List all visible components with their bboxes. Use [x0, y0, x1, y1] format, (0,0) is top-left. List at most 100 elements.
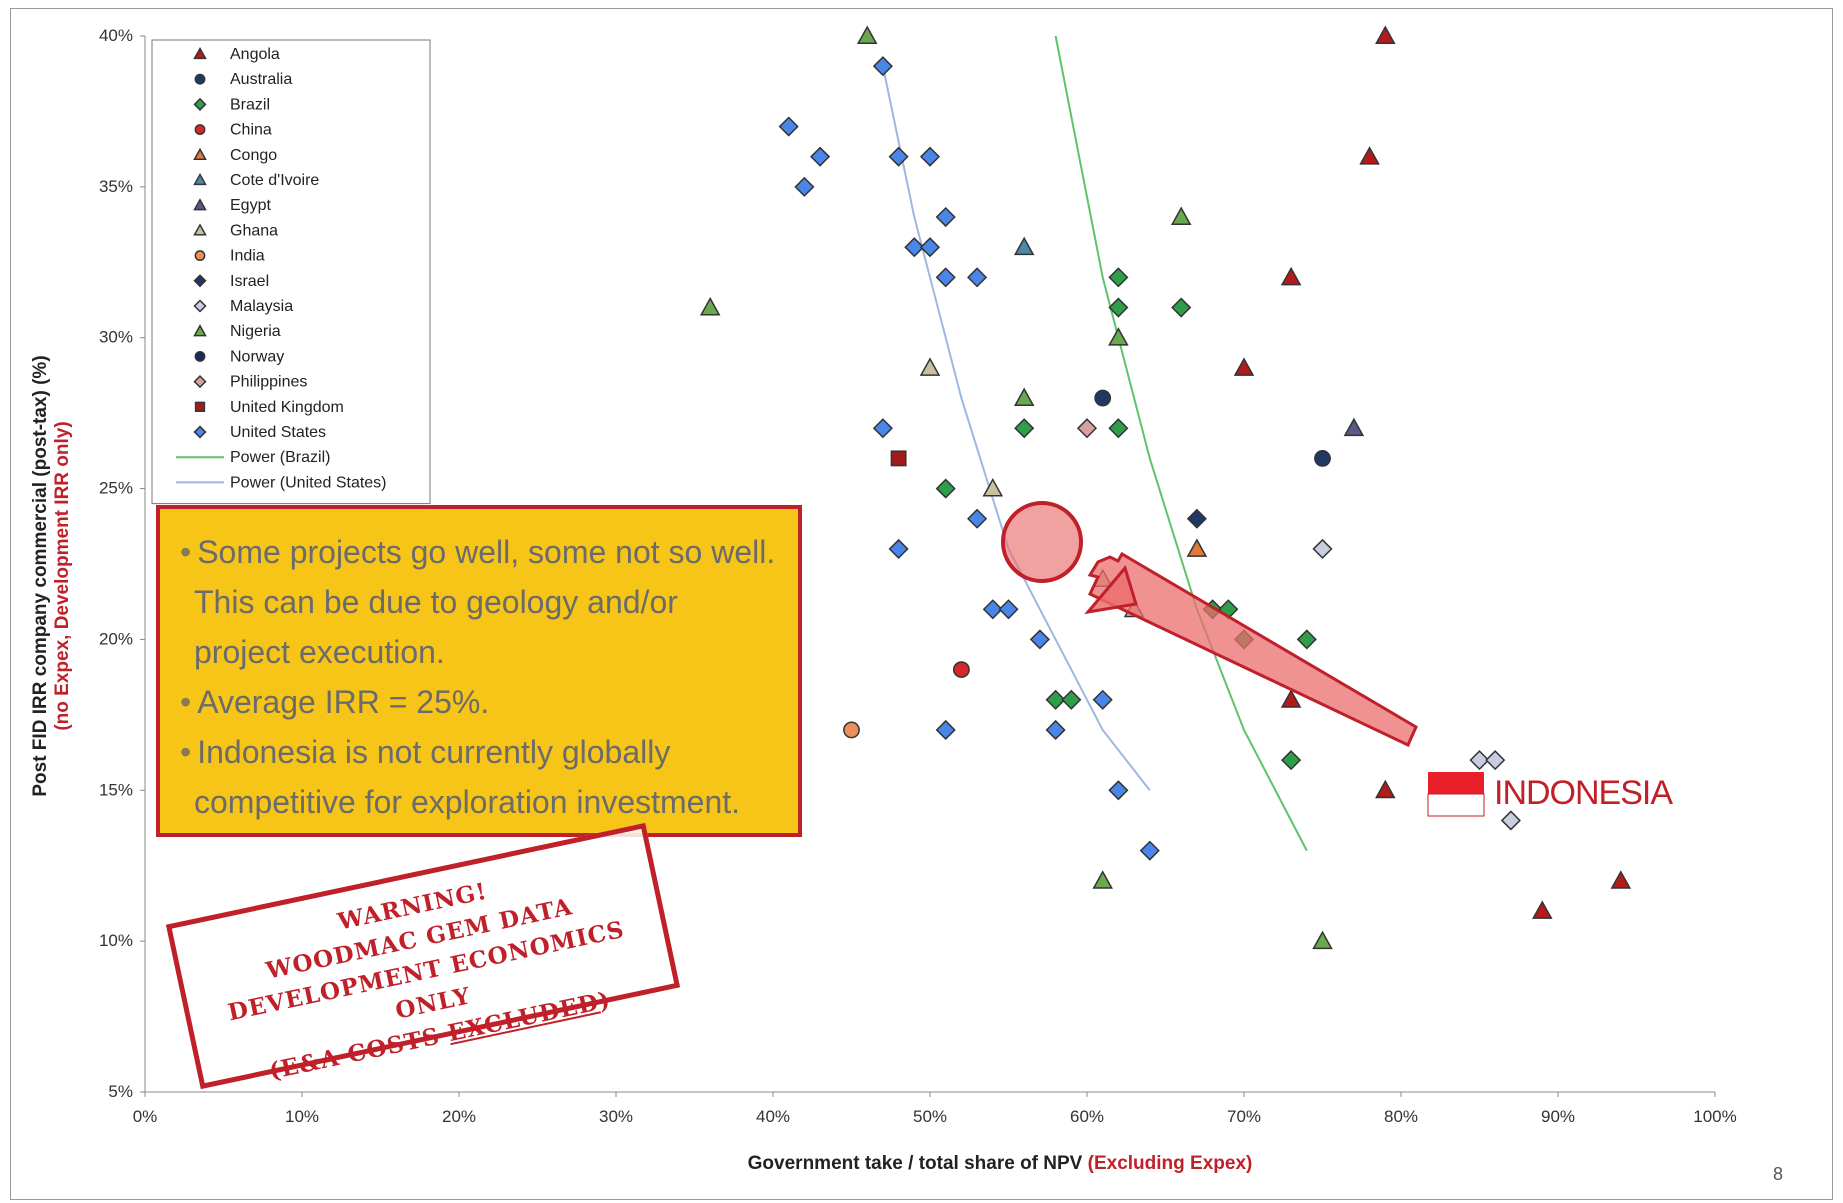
indonesia-flag-red	[1428, 772, 1484, 794]
point-ghana	[982, 478, 1004, 497]
legend-item-power-united-states: Power (United States)	[230, 474, 387, 491]
point-united-states	[935, 267, 956, 288]
point-brazil	[1296, 629, 1317, 650]
callout-item-1: Some projects go well, some not so well.…	[178, 527, 778, 677]
point-united-states	[919, 146, 941, 167]
legend-marker-china	[194, 124, 206, 136]
point-brazil	[935, 478, 956, 499]
point-united-states	[778, 116, 799, 137]
legend-item-power-brazil: Power (Brazil)	[230, 449, 330, 466]
legend-marker-malaysia	[193, 299, 207, 313]
point-united-states	[872, 418, 893, 439]
y-tick-label: 15%	[99, 780, 133, 799]
legend-item-brazil: Brazil	[230, 96, 270, 113]
point-united-states	[810, 146, 831, 167]
point-united-states	[967, 508, 988, 529]
point-nigeria	[1108, 327, 1129, 346]
legend-marker-united-states	[193, 425, 207, 439]
point-angola	[1375, 25, 1396, 44]
y-tick-label: 20%	[99, 629, 133, 648]
legend-marker-norway	[194, 350, 206, 362]
y-tick-label: 25%	[99, 479, 133, 498]
point-united-states	[1139, 840, 1160, 861]
point-united-states	[967, 267, 988, 288]
point-angola	[1375, 779, 1396, 799]
point-angola	[1233, 357, 1255, 376]
point-united-kingdom	[890, 450, 907, 467]
point-united-states	[1108, 780, 1129, 801]
legend-item-philippines: Philippines	[230, 374, 307, 391]
point-nigeria	[1312, 930, 1333, 950]
chart-axes: 0% 10% 20% 30% 40% 50% 60% 70% 80% 90% 100% 5% 10% 15…	[99, 26, 1737, 1126]
point-china	[953, 661, 970, 678]
point-nigeria	[1092, 870, 1113, 889]
indonesia-arrow-head	[1084, 564, 1138, 615]
point-united-states	[982, 599, 1003, 620]
callout-item-2: Average IRR = 25%.	[178, 677, 778, 727]
legend-item-ghana: Ghana	[230, 222, 278, 239]
point-australia	[1314, 450, 1331, 467]
legend-item-israel: Israel	[230, 273, 269, 290]
point-brazil	[1014, 418, 1035, 439]
legend-item-china: China	[230, 122, 272, 139]
point-brazil	[1108, 297, 1129, 318]
legend-item-united-kingdom: United Kingdom	[230, 399, 344, 416]
x-tick-label: 0%	[133, 1107, 158, 1126]
legend-item-angola: Angola	[230, 46, 280, 63]
point-angola	[1359, 146, 1380, 165]
point-united-states	[1045, 719, 1066, 741]
trendline-power-brazil	[1054, 35, 1308, 852]
legend-marker-egypt	[193, 198, 207, 211]
x-axis-label-main: Government take / total share of NPV	[748, 1153, 1088, 1174]
callout-item-3: Indonesia is not currently globally comp…	[178, 727, 778, 827]
legend-item-cote-d-ivoire: Cote d'Ivoire	[230, 172, 319, 189]
point-united-states	[1092, 689, 1113, 710]
point-brazil	[1171, 297, 1192, 318]
x-tick-label: 40%	[756, 1107, 790, 1126]
point-malaysia	[1469, 750, 1490, 771]
point-israel	[1186, 508, 1207, 529]
legend-item-united-states: United States	[230, 424, 326, 441]
legend-item-india: India	[230, 248, 265, 265]
y-tick-label: 10%	[99, 931, 133, 950]
y-tick-label: 40%	[99, 26, 133, 45]
point-united-states	[888, 146, 909, 167]
x-tick-label: 90%	[1541, 1107, 1575, 1126]
point-brazil	[1108, 267, 1129, 288]
point-united-states	[872, 56, 893, 77]
point-philippines	[1076, 418, 1098, 439]
indonesia-label: INDONESIA	[1494, 774, 1673, 812]
legend-item-egypt: Egypt	[230, 197, 271, 214]
point-australia	[1094, 389, 1112, 407]
legend-marker-india	[194, 250, 206, 262]
y-tick-label: 35%	[99, 177, 133, 196]
point-united-states	[904, 237, 925, 258]
legend-marker-cote-d-ivoire	[193, 172, 207, 186]
point-congo	[1186, 538, 1208, 557]
point-angola	[1532, 900, 1553, 919]
legend-box	[151, 39, 431, 505]
page-number: 8	[1772, 1164, 1783, 1184]
legend-marker-angola	[193, 46, 207, 60]
x-tick-label: 30%	[599, 1107, 633, 1126]
point-nigeria	[699, 296, 721, 316]
legend: Angola Australia Brazil China Congo Cote d'Iv…	[151, 39, 431, 505]
point-cote-d-ivoire	[1013, 236, 1035, 256]
point-india	[843, 721, 860, 739]
point-egypt	[1343, 417, 1365, 437]
callout-list: Some projects go well, some not so well.…	[178, 527, 778, 827]
indonesia-arrow-shaft	[1087, 551, 1418, 748]
legend-item-australia: Australia	[230, 71, 292, 88]
x-tick-label: 10%	[285, 1107, 319, 1126]
point-united-states	[919, 237, 941, 258]
indonesia-flag-white	[1427, 793, 1485, 817]
point-united-states	[998, 599, 1019, 620]
x-tick-label: 80%	[1384, 1107, 1418, 1126]
callout-box: Some projects go well, some not so well.…	[156, 505, 802, 837]
point-brazil	[1108, 418, 1129, 439]
x-tick-label: 70%	[1227, 1107, 1261, 1126]
point-united-states	[888, 538, 909, 559]
point-angola	[1280, 689, 1302, 708]
point-malaysia	[1312, 538, 1333, 559]
